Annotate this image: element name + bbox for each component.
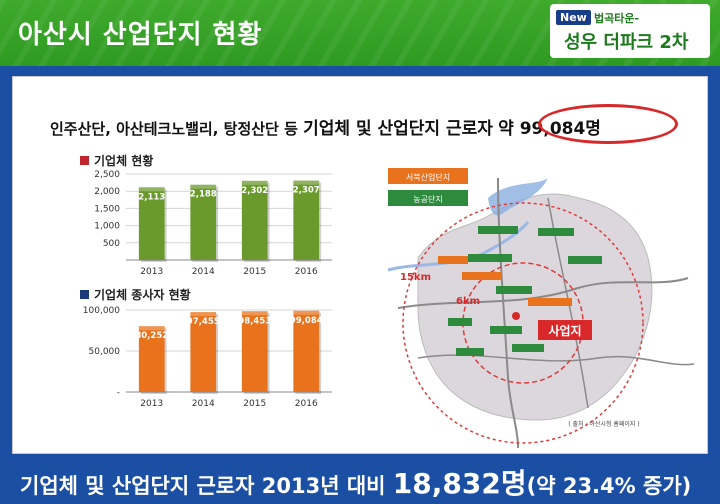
chart2-bar (293, 310, 320, 392)
industrial-complex-marker (448, 318, 472, 326)
chart2-category-label: 2015 (243, 399, 266, 409)
industrial-complex-marker (468, 254, 512, 262)
red-square-icon (80, 156, 89, 165)
chart2-value-label: 97,455 (187, 317, 220, 327)
chart1-value-label: 2,307 (293, 186, 320, 196)
chart2-value-label: 98,453 (238, 316, 271, 326)
industrial-complex-marker (438, 256, 468, 264)
chart1-category-label: 2015 (243, 267, 266, 277)
chart1-ytick-label: 2,500 (94, 170, 120, 180)
chart1-bar (190, 184, 217, 260)
chart1-bar (241, 180, 268, 260)
radius-label-15km: 15km (400, 272, 431, 283)
legend-orange-label: 서북산업단지 (406, 172, 450, 182)
map-water (488, 178, 548, 216)
chart2-category-label: 2016 (295, 399, 318, 409)
footer-summary: 기업체 및 산업단지 근로자 2013년 대비 18,832명(약 23.4% … (20, 462, 691, 502)
map-road (547, 197, 589, 409)
brand-new-badge: New (556, 10, 591, 25)
headline-lead: 인주산단, 아산테크노밸리, 탕정산단 등 (50, 120, 298, 138)
radius-label-6km: 6km (456, 296, 480, 307)
industrial-complex-marker (490, 326, 522, 334)
chart2-title-text: 기업체 종사자 현황 (94, 288, 191, 302)
map-road (397, 277, 689, 309)
location-map: 서북산업단지 농공단지 15km 6km 사업지 ( 출처 : 아산시청 홈페이… (387, 168, 695, 448)
industrial-complex-marker (568, 256, 602, 264)
chart1-title: 기업체 현황 (80, 152, 153, 169)
industrial-complex-marker (538, 228, 574, 236)
footer-tail: (약 23.4% 증가) (526, 474, 692, 498)
highlight-ellipse (538, 104, 678, 144)
legend-orange (388, 168, 468, 184)
chart1-ytick-label: 1,500 (94, 204, 120, 214)
map-source: ( 출처 : 아산시청 홈페이지 ) (568, 420, 639, 428)
chart2-bar-top (190, 312, 217, 317)
industrial-complex-marker (456, 348, 484, 356)
chart1-category-label: 2016 (295, 267, 318, 277)
chart1-ytick-label: 1,000 (94, 222, 120, 232)
footer-lead: 기업체 및 산업단지 근로자 2013년 대비 (20, 474, 386, 498)
chart1-category-label: 2014 (192, 267, 215, 277)
chart1-value-label: 2,188 (190, 190, 217, 200)
site-label-box (538, 320, 592, 340)
chart2-category-label: 2014 (192, 399, 215, 409)
chart2-ytick-label: 50,000 (89, 347, 121, 357)
chart2-value-label: 99,084 (290, 316, 323, 326)
industrial-complex-marker (528, 298, 572, 306)
chart1-bar-top (241, 180, 268, 185)
footer-highlight: 18,832명 (392, 467, 527, 500)
chart2-bar-top (241, 311, 268, 316)
navy-square-icon (80, 290, 89, 299)
chart2-category-label: 2013 (140, 399, 163, 409)
legend-green-label: 농공단지 (413, 194, 442, 204)
brand-name: 성우 더파크 2차 (564, 32, 689, 53)
page-title: 아산시 산업단지 현황 (18, 20, 263, 50)
chart2-ytick-label: - (117, 388, 120, 398)
chart1-bar-top (138, 187, 165, 192)
chart2-bar (241, 311, 268, 392)
chart2-ytick-label: 100,000 (83, 306, 120, 316)
brand-subtitle: 법곡타운- (594, 12, 640, 25)
map-land (417, 193, 653, 421)
industrial-complex-marker (478, 226, 518, 234)
brand-logo: New 법곡타운- 성우 더파크 2차 (550, 4, 710, 58)
chart2-bar (138, 326, 165, 392)
chart-employees: 100,000 50,000 - 80,252 2013 97,455 2014 98,453… (83, 306, 332, 409)
chart1-bar-top (190, 184, 217, 189)
chart1-bar (293, 180, 320, 260)
map-road (497, 177, 519, 448)
industrial-complex-marker (512, 344, 544, 352)
site-label: 사업지 (548, 323, 581, 338)
chart1-title-text: 기업체 현황 (94, 154, 154, 168)
legend-green (388, 190, 468, 206)
chart2-bar-top (293, 310, 320, 315)
industrial-complex-marker (462, 272, 502, 280)
chart1-bar (138, 187, 165, 260)
chart1-ytick-label: 2,000 (94, 187, 120, 197)
footer-bar (0, 456, 720, 504)
chart1-value-label: 2,113 (138, 192, 165, 202)
industrial-complex-marker (496, 286, 532, 294)
chart1-category-label: 2013 (140, 267, 163, 277)
radius-15km (402, 202, 644, 444)
site-marker (512, 312, 520, 320)
headline: 인주산단, 아산테크노밸리, 탕정산단 등 기업체 및 산업단지 근로자 약 9… (50, 114, 601, 139)
chart2-title: 기업체 종사자 현황 (80, 286, 191, 303)
chart1-value-label: 2,302 (241, 186, 268, 196)
chart2-value-label: 80,252 (135, 331, 168, 341)
chart-companies: 2,500 2,000 1,500 1,000 500 2,113 2013 2,188 201… (94, 170, 332, 277)
chart2-bar (190, 312, 217, 392)
chart1-ytick-label: 500 (103, 239, 120, 249)
chart2-bar-top (138, 326, 165, 331)
chart1-bar-top (293, 180, 320, 185)
headline-main: 기업체 및 산업단지 근로자 (303, 119, 493, 139)
